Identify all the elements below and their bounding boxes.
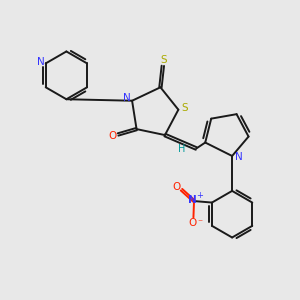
Text: N: N [188,195,197,205]
Text: ⁻: ⁻ [197,218,202,228]
Text: N: N [123,93,130,103]
Text: N: N [235,152,243,162]
Text: O: O [189,218,197,229]
Text: N: N [37,57,45,67]
Text: O: O [172,182,180,192]
Text: +: + [196,191,203,200]
Text: S: S [182,103,188,113]
Text: S: S [160,55,167,65]
Text: O: O [108,131,116,141]
Text: H: H [178,144,186,154]
